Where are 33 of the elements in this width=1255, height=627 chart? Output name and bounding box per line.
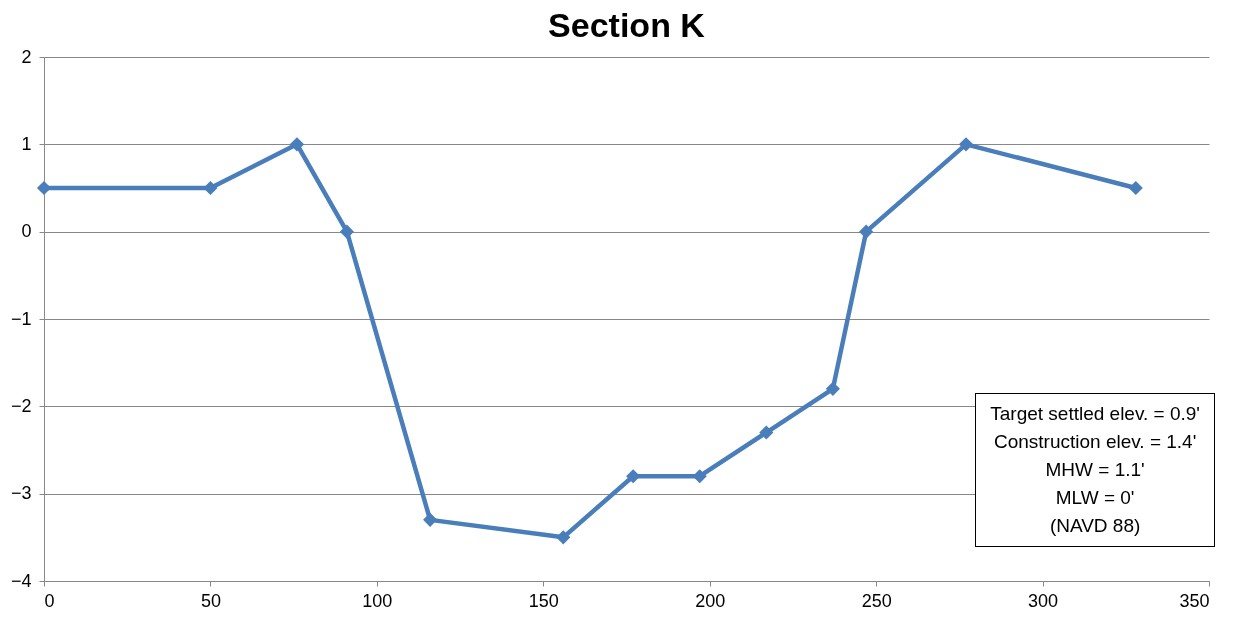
point <box>289 137 305 152</box>
y-tick-label: 2 <box>21 46 32 67</box>
x-tick-label: 250 <box>861 590 892 611</box>
annotation: MLW = 0' <box>1054 486 1136 510</box>
y-tick-label: 0 <box>21 221 32 242</box>
x-tick-label: 150 <box>528 590 559 611</box>
point <box>203 180 218 196</box>
annotation: Construction elev. = 1.4' <box>992 430 1198 454</box>
y-tick-label: −1 <box>10 308 32 329</box>
point <box>1128 180 1143 196</box>
y-tick-label: 1 <box>21 133 32 154</box>
x-tick-label: 350 <box>1179 590 1210 611</box>
point <box>958 137 974 152</box>
point <box>423 512 438 527</box>
x-tick-label: 50 <box>200 590 221 611</box>
x-tick-label: 0 <box>44 590 55 611</box>
chart-title: Section K <box>548 6 706 44</box>
y-tick-label: −2 <box>10 395 32 416</box>
point <box>556 530 571 545</box>
x-tick-label: 200 <box>695 590 726 611</box>
point <box>692 469 707 484</box>
y-tick-label: −3 <box>10 483 32 504</box>
annotation: MHW = 1.1' <box>1044 458 1146 482</box>
annotation: Target settled elev. = 0.9' <box>990 402 1200 426</box>
x-tick-label: 100 <box>362 590 393 611</box>
point <box>825 381 840 396</box>
point <box>759 425 774 440</box>
annotation: (NAVD 88) <box>1048 514 1142 538</box>
x-tick-label: 300 <box>1028 590 1059 611</box>
y-tick-label: −4 <box>10 570 32 591</box>
point <box>859 224 874 239</box>
point <box>339 224 354 239</box>
point <box>626 469 641 484</box>
